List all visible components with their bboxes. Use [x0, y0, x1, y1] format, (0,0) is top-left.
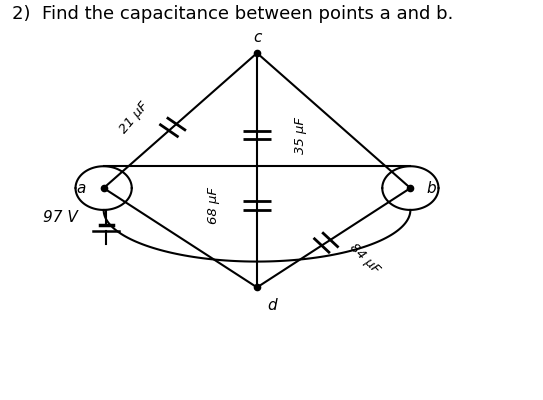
Text: 97 V: 97 V — [43, 210, 78, 225]
Text: c: c — [253, 30, 261, 45]
Text: 2)  Find the capacitance between points a and b.: 2) Find the capacitance between points a… — [11, 5, 453, 23]
Text: 35 μF: 35 μF — [294, 116, 307, 154]
Text: d: d — [268, 298, 277, 313]
Text: b: b — [426, 180, 435, 196]
Text: 68 μF: 68 μF — [207, 187, 220, 224]
Text: a: a — [76, 180, 85, 196]
Text: 21 μF: 21 μF — [117, 99, 151, 136]
Text: 84 μF: 84 μF — [346, 241, 382, 276]
